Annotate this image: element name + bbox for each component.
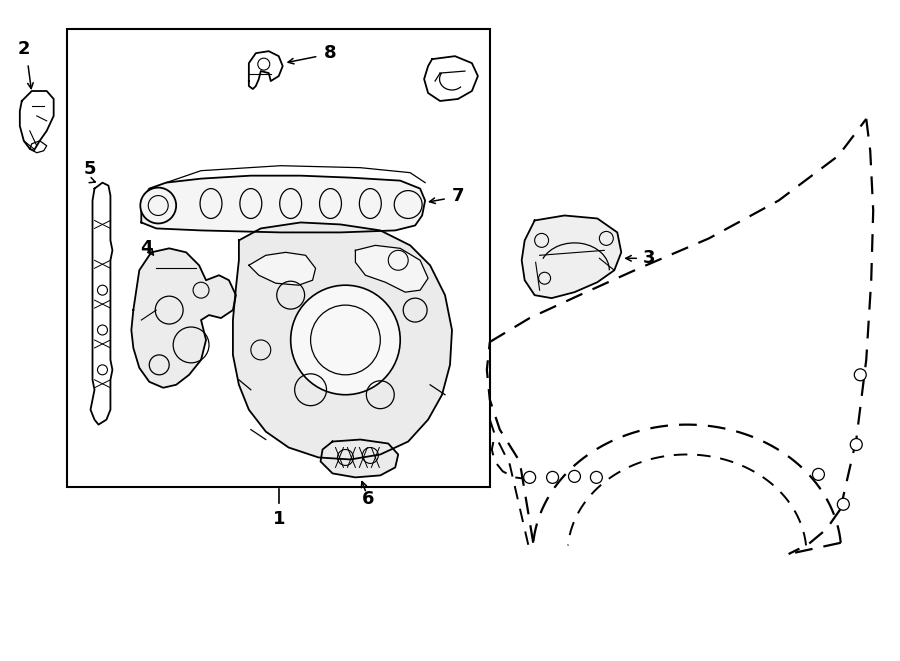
Circle shape [291,285,400,395]
Circle shape [813,469,824,481]
Circle shape [854,369,866,381]
Text: 3: 3 [643,249,655,267]
Text: 5: 5 [84,160,95,178]
Polygon shape [356,245,428,292]
Polygon shape [320,440,398,477]
Polygon shape [141,176,425,233]
Circle shape [140,188,176,223]
Polygon shape [131,249,236,388]
Text: 8: 8 [324,44,337,62]
Text: 7: 7 [452,186,464,204]
Circle shape [546,471,559,483]
Circle shape [850,438,862,451]
Bar [67,29,490,487]
Circle shape [569,471,580,483]
Text: 4: 4 [140,239,152,257]
Text: 6: 6 [362,490,374,508]
Circle shape [524,471,536,483]
Circle shape [837,498,850,510]
Circle shape [590,471,602,483]
Polygon shape [522,215,621,298]
Text: 2: 2 [17,40,30,58]
Text: 1: 1 [273,510,285,528]
Polygon shape [233,223,452,459]
Polygon shape [248,253,316,285]
